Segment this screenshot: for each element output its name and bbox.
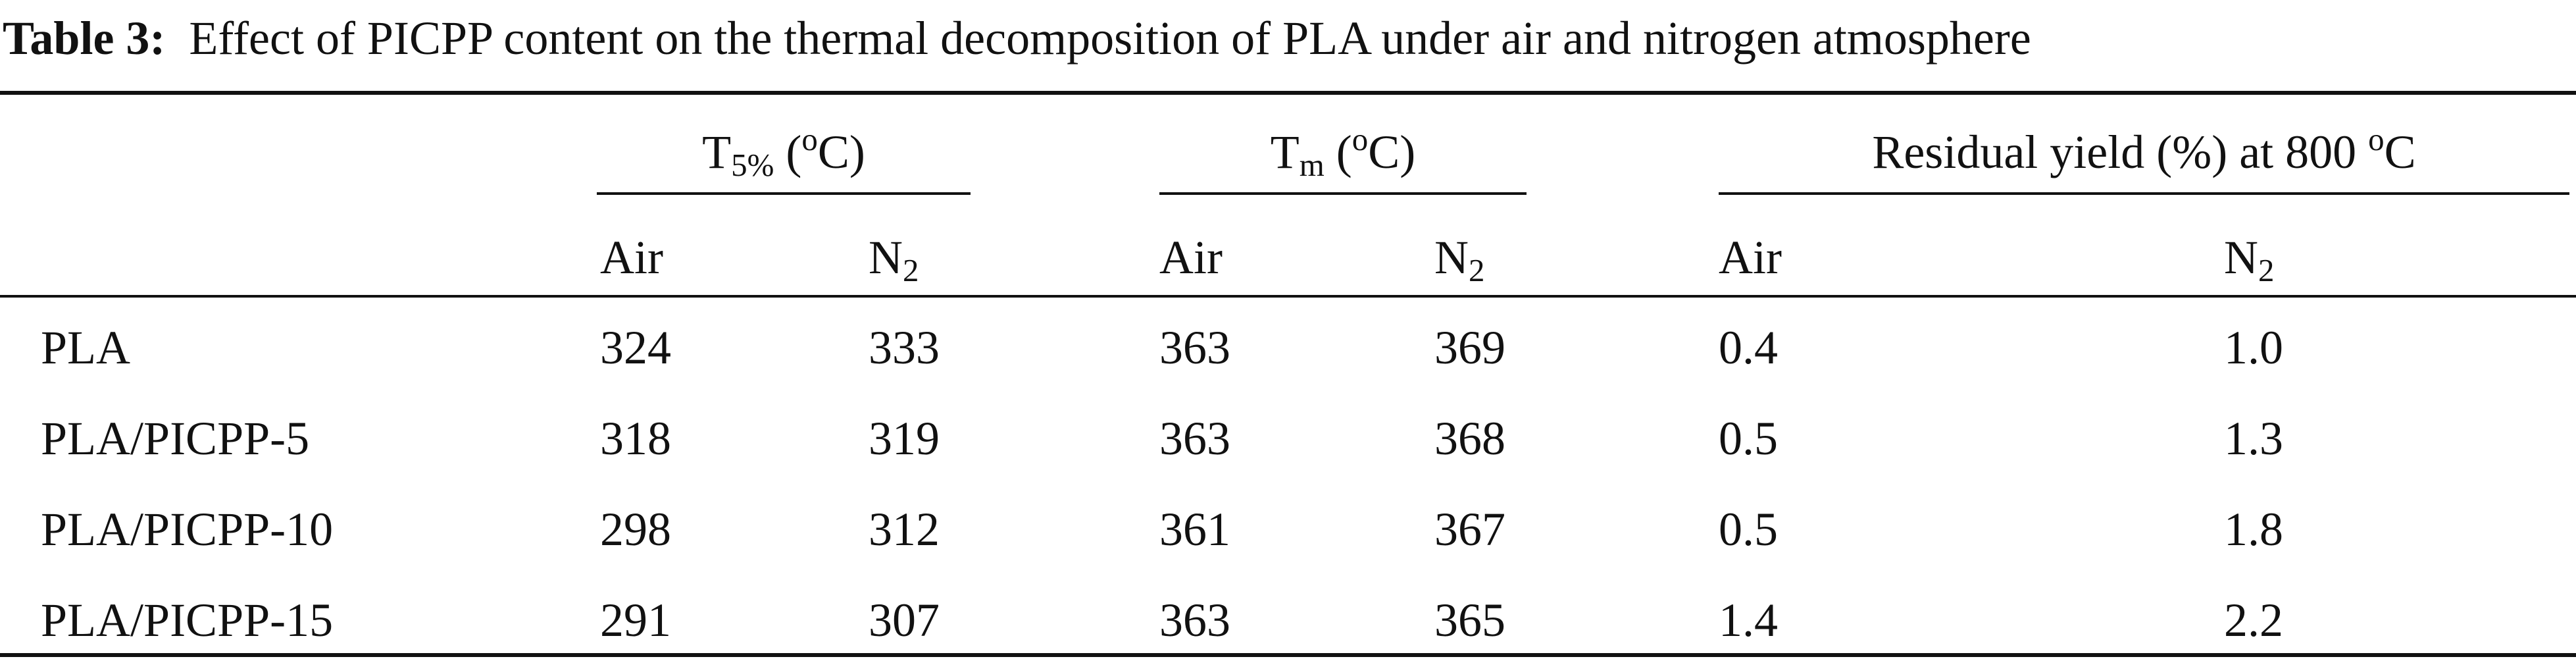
cell: 298: [600, 503, 671, 556]
group-rule: [1159, 192, 1527, 195]
cell: 367: [1434, 503, 1505, 556]
text-part: C): [817, 125, 865, 178]
cell: 0.5: [1719, 503, 1778, 556]
subscript: 5%: [731, 147, 774, 184]
cell: 0.4: [1719, 321, 1778, 374]
cell: 0.5: [1719, 412, 1778, 465]
group-header: T5% (oC): [597, 121, 971, 184]
cell: 333: [869, 321, 940, 374]
supscript: o: [1351, 121, 1369, 157]
cell: 1.0: [2224, 321, 2283, 374]
caption-text: Effect of PICPP content on the thermal d…: [189, 12, 2031, 65]
cell: 365: [1434, 594, 1505, 646]
top-rule: [0, 91, 2576, 95]
cell: 368: [1434, 412, 1505, 465]
cell: 1.8: [2224, 503, 2283, 556]
column-header: Air: [1719, 234, 1782, 281]
cell: 363: [1159, 594, 1230, 646]
subscript: 2: [2258, 252, 2275, 289]
cell: 1.3: [2224, 412, 2283, 465]
text-part: Air: [600, 231, 663, 284]
group-rule: [1719, 192, 2569, 195]
subscript: 2: [903, 252, 919, 289]
cell: 312: [869, 503, 940, 556]
column-header: Air: [1159, 234, 1223, 281]
cell: 2.2: [2224, 594, 2283, 646]
subscript: m: [1299, 147, 1325, 184]
group-header: Tm (oC): [1159, 121, 1527, 184]
row-label: PLA/PICPP-5: [41, 412, 310, 465]
cell: 1.4: [1719, 594, 1778, 646]
text-part: T: [702, 125, 732, 178]
bottom-rule: [0, 653, 2576, 657]
cell: 307: [869, 594, 940, 646]
supscript: o: [2368, 121, 2385, 157]
text-part: Air: [1719, 231, 1782, 284]
text-part: (: [1324, 125, 1352, 178]
cell: 318: [600, 412, 671, 465]
cell: 361: [1159, 503, 1230, 556]
text-part: Residual yield (%) at 800: [1872, 125, 2369, 178]
cell: 291: [600, 594, 671, 646]
subscript: 2: [1469, 252, 1485, 289]
text-part: (: [774, 125, 802, 178]
cell: 369: [1434, 321, 1505, 374]
group-rule: [597, 192, 971, 195]
cell: 363: [1159, 412, 1230, 465]
column-header: N2: [869, 234, 919, 287]
row-label: PLA: [41, 321, 131, 374]
text-part: C: [2384, 125, 2416, 178]
caption-label: Table 3:: [3, 12, 166, 65]
supscript: o: [801, 121, 818, 157]
column-header: N2: [2224, 234, 2274, 287]
column-header: N2: [1434, 234, 1484, 287]
text-part: N: [869, 231, 903, 284]
cell: 324: [600, 321, 671, 374]
group-header: Residual yield (%) at 800 oC: [1719, 121, 2569, 178]
cell: 363: [1159, 321, 1230, 374]
row-label: PLA/PICPP-15: [41, 594, 334, 646]
text-part: T: [1270, 125, 1300, 178]
mid-rule: [0, 295, 2576, 298]
column-header: Air: [600, 234, 663, 281]
table-caption: Table 3: Effect of PICPP content on the …: [3, 14, 2031, 62]
text-part: Air: [1159, 231, 1223, 284]
text-part: N: [1434, 231, 1469, 284]
cell: 319: [869, 412, 940, 465]
row-label: PLA/PICPP-10: [41, 503, 334, 556]
text-part: N: [2224, 231, 2258, 284]
text-part: C): [1368, 125, 1416, 178]
